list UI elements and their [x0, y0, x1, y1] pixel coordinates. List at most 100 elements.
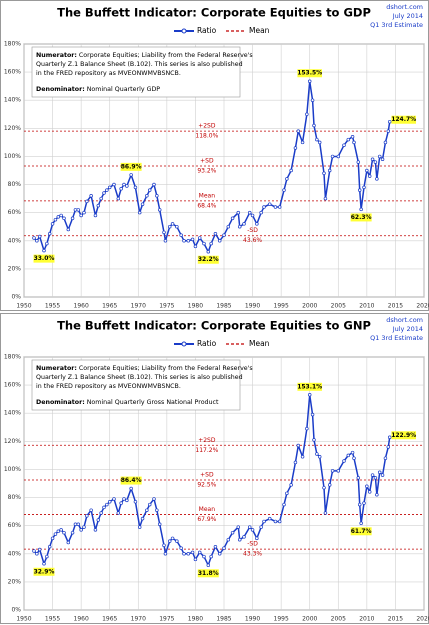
data-point	[236, 210, 241, 215]
data-point	[323, 196, 328, 201]
data-point	[175, 539, 179, 543]
source-text: July 2014	[392, 12, 423, 20]
data-point	[300, 455, 305, 459]
data-point	[170, 536, 175, 541]
data-point	[73, 522, 78, 527]
data-point	[59, 213, 63, 218]
data-point	[147, 188, 152, 192]
note-label: Numerator:	[36, 52, 77, 59]
data-point	[186, 552, 191, 556]
data-point	[285, 491, 289, 496]
data-point	[296, 443, 301, 448]
data-point	[327, 483, 332, 487]
chart-title: The Buffett Indicator: Corporate Equitie…	[57, 6, 371, 20]
y-tick-label: 120%	[4, 125, 21, 132]
x-tick-label: 1950	[16, 616, 31, 623]
reference-value: 43.6%	[243, 237, 262, 244]
data-point	[322, 171, 326, 176]
data-point	[112, 182, 116, 187]
data-point	[242, 535, 246, 539]
data-point	[387, 435, 392, 440]
data-point	[162, 230, 166, 235]
data-point	[373, 160, 378, 164]
y-tick-label: 20%	[8, 578, 22, 585]
data-point	[37, 234, 42, 239]
x-tick-label: 1955	[45, 303, 60, 310]
note-label: Denominator:	[36, 86, 85, 93]
data-point	[367, 174, 372, 178]
x-tick-label: 1980	[188, 303, 203, 310]
x-tick-label: 1950	[16, 303, 31, 310]
annotation-label: 153.1%	[297, 383, 322, 390]
data-point	[386, 445, 391, 449]
annotation-label: 124.7%	[391, 116, 416, 123]
annotation-label: 86.4%	[121, 477, 142, 484]
y-tick-label: 120%	[4, 438, 21, 445]
data-point	[300, 140, 305, 145]
data-point	[35, 552, 39, 556]
legend-label: Mean	[249, 339, 270, 348]
data-point	[133, 500, 138, 504]
note-line: Corporate Equities; Liability from the F…	[77, 52, 253, 59]
data-point	[89, 194, 93, 198]
data-point	[230, 530, 235, 535]
data-point	[125, 498, 129, 503]
data-point	[73, 208, 78, 212]
data-point	[155, 194, 159, 198]
y-tick-label: 100%	[4, 466, 21, 473]
data-point	[119, 501, 123, 505]
data-point	[305, 426, 309, 431]
data-point	[350, 450, 355, 455]
data-point	[137, 210, 142, 215]
reference-label: +SD	[200, 471, 214, 478]
legend-label: Mean	[249, 26, 270, 35]
note-line: Quarterly Z.1 Balance Sheet (B.102). Thi…	[36, 374, 243, 381]
reference-label: -SD	[247, 541, 258, 548]
data-point	[137, 525, 142, 529]
data-point	[293, 146, 298, 150]
annotation-label: 62.3%	[351, 214, 372, 221]
data-point	[99, 511, 103, 515]
annotation-label: 86.9%	[121, 163, 142, 170]
data-point	[56, 215, 61, 219]
data-point	[129, 486, 133, 491]
data-point	[293, 460, 298, 465]
data-point	[93, 528, 98, 532]
data-point	[242, 222, 246, 226]
data-point	[359, 207, 363, 212]
data-point	[312, 438, 316, 442]
data-point	[356, 476, 361, 480]
panel: The Buffett Indicator: Corporate Equitie…	[0, 313, 429, 624]
y-tick-label: 60%	[8, 209, 22, 216]
annotation-highlight	[197, 569, 219, 578]
data-point	[236, 525, 241, 529]
data-point	[315, 137, 319, 142]
data-point	[250, 213, 255, 218]
data-point	[336, 469, 341, 473]
note-line: in the FRED repository as MVEONWMVBSNCB.	[36, 383, 181, 390]
data-point	[213, 232, 218, 236]
data-point	[375, 492, 379, 497]
x-tick-label: 1985	[216, 616, 231, 623]
note-text: Numerator: Corporate Equities; Liability…	[36, 365, 253, 372]
reference-value: 67.9%	[197, 516, 216, 523]
x-tick-label: 1955	[45, 616, 60, 623]
data-point	[285, 177, 289, 181]
data-point	[267, 516, 272, 521]
data-point	[289, 483, 293, 487]
data-point	[140, 202, 145, 206]
note-label: Numerator:	[36, 365, 77, 372]
data-point	[217, 239, 222, 243]
source-text: dshort.com	[386, 316, 423, 324]
data-point	[237, 224, 242, 229]
note-box	[31, 46, 241, 98]
data-point	[352, 456, 356, 460]
data-point	[107, 185, 112, 190]
note-box	[31, 359, 241, 411]
data-point	[230, 216, 235, 221]
data-point	[122, 182, 126, 187]
data-point	[53, 217, 58, 222]
x-tick-label: 1970	[131, 616, 146, 623]
legend-label: Ratio	[197, 339, 217, 348]
data-point	[163, 552, 168, 556]
